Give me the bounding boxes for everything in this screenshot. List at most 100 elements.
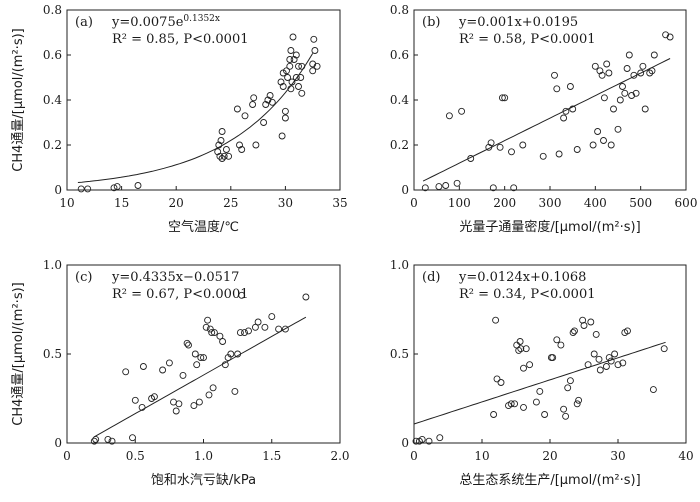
data-point <box>492 316 500 324</box>
data-point <box>298 62 306 70</box>
data-point <box>200 354 207 362</box>
data-point <box>573 400 581 408</box>
x-tick-label: 35 <box>332 196 347 210</box>
data-point <box>216 152 224 160</box>
data-point <box>185 341 192 349</box>
data-point <box>310 35 318 43</box>
fit-equation: y=0.001x+0.0195 <box>458 15 578 30</box>
x-tick-label: 0 <box>410 449 418 463</box>
data-point <box>497 379 505 386</box>
data-point <box>520 403 527 411</box>
data-point <box>517 345 525 353</box>
data-point <box>598 71 606 79</box>
data-point <box>238 146 246 153</box>
data-point <box>649 386 657 394</box>
data-point <box>175 400 183 408</box>
x-tick-label: 10 <box>59 196 74 210</box>
data-point <box>630 71 638 79</box>
y-axis-label: CH4通量/[μmol/(m²·s)] <box>11 282 26 425</box>
data-point <box>92 435 100 443</box>
data-point <box>637 69 645 77</box>
data-point <box>564 384 572 392</box>
x-axis-label: 饱和水汽亏缺/kPa <box>151 473 256 488</box>
y-tick-label: 1.0 <box>43 258 62 272</box>
data-point <box>286 56 294 63</box>
data-point <box>129 434 136 442</box>
data-point <box>139 363 147 370</box>
fit-line <box>413 341 666 425</box>
data-point <box>122 368 130 376</box>
data-point <box>238 291 246 299</box>
data-point <box>536 387 544 395</box>
data-point <box>619 83 626 90</box>
data-point <box>557 341 565 349</box>
data-point <box>190 402 198 410</box>
data-point <box>268 98 276 106</box>
data-point <box>90 437 98 445</box>
data-point <box>288 78 296 86</box>
data-point <box>507 400 515 408</box>
data-point <box>110 184 118 192</box>
data-point <box>566 83 574 90</box>
x-tick-label: 10 <box>474 449 489 463</box>
data-point <box>279 83 287 90</box>
data-point <box>607 141 615 149</box>
data-point <box>266 92 274 99</box>
data-point <box>614 125 622 133</box>
data-point <box>436 434 444 442</box>
data-point <box>467 155 475 162</box>
data-point <box>590 350 598 358</box>
y-tick-label: 0 <box>401 436 409 450</box>
y-axis-label: CH4通量/[μmol/(m²·s)] <box>11 28 26 171</box>
data-point <box>493 375 501 383</box>
y-tick-label: 0 <box>54 436 62 450</box>
y-tick-label: 0.6 <box>390 48 409 62</box>
data-point <box>435 183 443 191</box>
data-point <box>610 105 617 113</box>
data-point <box>221 361 229 369</box>
data-point <box>624 327 631 335</box>
data-point <box>206 325 214 333</box>
data-point <box>519 141 527 149</box>
data-point <box>222 146 230 153</box>
x-tick-label: 200 <box>493 196 516 210</box>
data-point <box>302 293 310 301</box>
data-point <box>236 329 244 337</box>
data-point <box>227 350 235 358</box>
data-point <box>541 411 549 418</box>
data-point <box>292 74 300 81</box>
data-point <box>625 51 633 59</box>
data-point <box>208 329 216 337</box>
x-tick-label: 20 <box>542 449 557 463</box>
data-point <box>592 330 600 338</box>
data-point <box>309 67 317 75</box>
data-point <box>639 62 647 70</box>
y-tick-label: 0 <box>54 183 62 197</box>
data-point <box>249 101 257 108</box>
data-point <box>573 146 581 153</box>
data-point <box>510 184 518 192</box>
data-point <box>549 354 557 362</box>
data-point <box>666 33 674 41</box>
y-tick-label: 0.2 <box>390 138 409 152</box>
data-point <box>587 318 595 326</box>
x-axis-label: 光量子通量密度/[μmol/(m²·s)] <box>459 219 640 235</box>
data-point <box>569 105 577 113</box>
data-point <box>210 329 218 337</box>
data-point <box>605 354 613 362</box>
data-point <box>197 354 205 362</box>
data-point <box>179 371 187 379</box>
data-point <box>560 405 568 413</box>
data-point <box>113 183 121 191</box>
panel-label: (d) <box>422 270 440 285</box>
data-point <box>251 323 259 331</box>
data-point <box>261 323 269 331</box>
data-point <box>262 101 270 108</box>
data-point <box>202 323 210 331</box>
data-point <box>84 185 92 193</box>
data-point <box>236 141 243 149</box>
x-tick-label: 600 <box>675 196 698 210</box>
data-point <box>134 182 142 189</box>
data-point <box>275 325 283 333</box>
data-point <box>591 62 599 70</box>
